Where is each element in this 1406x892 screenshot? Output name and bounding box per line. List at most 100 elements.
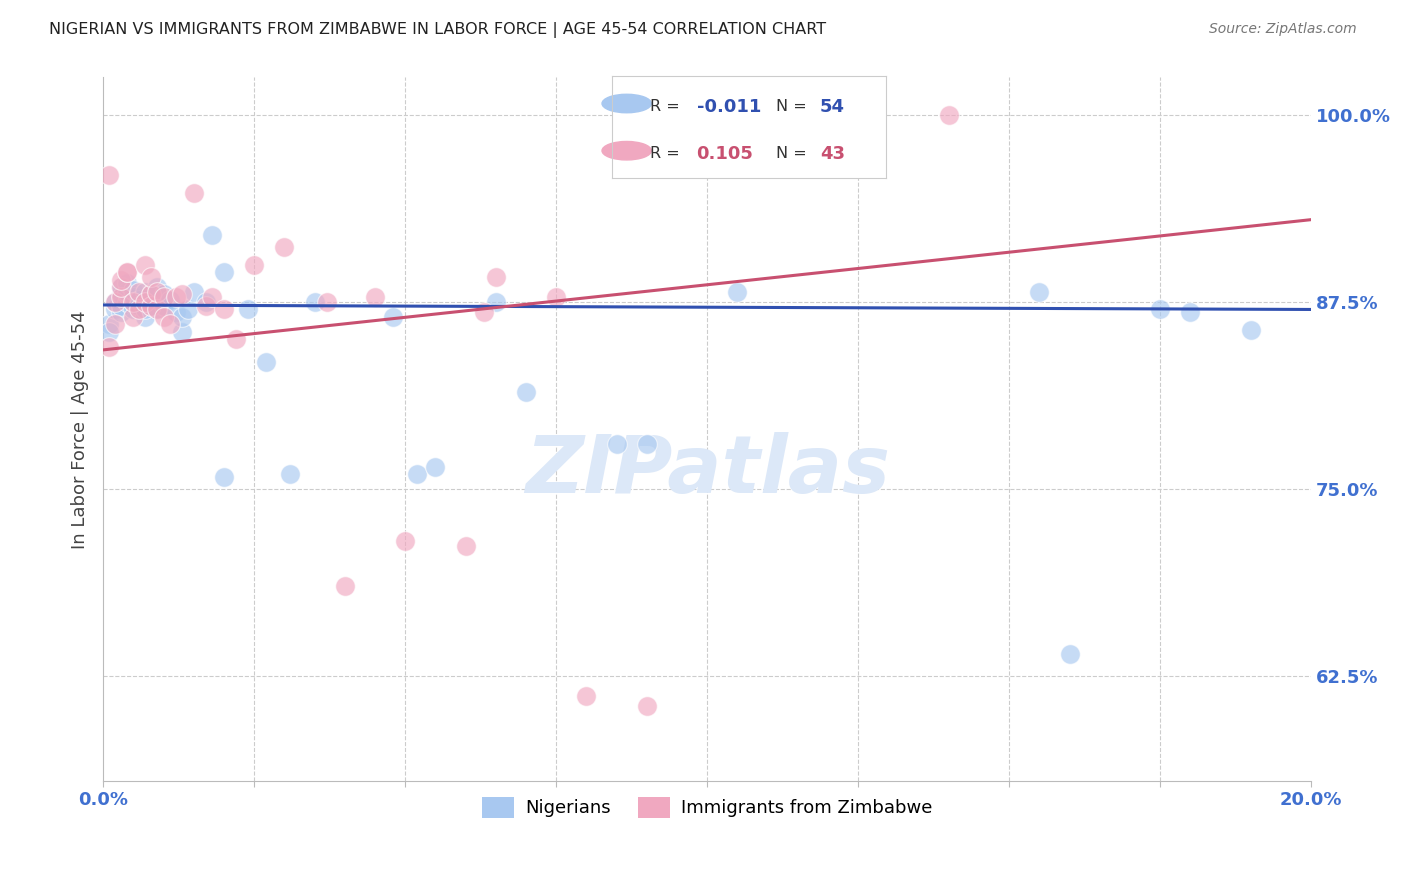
Point bbox=[134, 258, 156, 272]
Point bbox=[485, 269, 508, 284]
Point bbox=[122, 295, 145, 310]
Point bbox=[273, 239, 295, 253]
Point bbox=[141, 300, 163, 314]
Point bbox=[98, 325, 121, 339]
Point bbox=[128, 302, 150, 317]
Point bbox=[122, 295, 145, 310]
Point bbox=[472, 305, 495, 319]
Point bbox=[141, 269, 163, 284]
Point bbox=[315, 295, 337, 310]
Text: 54: 54 bbox=[820, 97, 845, 116]
Point bbox=[515, 384, 537, 399]
Point bbox=[117, 285, 139, 299]
Circle shape bbox=[602, 142, 651, 160]
Point bbox=[170, 310, 193, 324]
Point bbox=[212, 265, 235, 279]
Point bbox=[110, 300, 132, 314]
Point bbox=[225, 332, 247, 346]
Point bbox=[165, 291, 187, 305]
Point bbox=[938, 108, 960, 122]
Point bbox=[104, 295, 127, 310]
Point bbox=[110, 280, 132, 294]
Point bbox=[117, 295, 139, 310]
Point bbox=[128, 293, 150, 308]
Point bbox=[364, 291, 387, 305]
Point bbox=[146, 302, 169, 317]
Point bbox=[333, 579, 356, 593]
Text: NIGERIAN VS IMMIGRANTS FROM ZIMBABWE IN LABOR FORCE | AGE 45-54 CORRELATION CHAR: NIGERIAN VS IMMIGRANTS FROM ZIMBABWE IN … bbox=[49, 22, 827, 38]
Point bbox=[152, 310, 174, 324]
Point bbox=[636, 699, 658, 714]
Point bbox=[146, 302, 169, 317]
Y-axis label: In Labor Force | Age 45-54: In Labor Force | Age 45-54 bbox=[72, 310, 89, 549]
Point bbox=[110, 305, 132, 319]
Point bbox=[146, 285, 169, 299]
Point bbox=[159, 293, 181, 308]
Point bbox=[117, 265, 139, 279]
Point bbox=[141, 287, 163, 301]
Point bbox=[134, 285, 156, 299]
Point bbox=[575, 689, 598, 703]
Point bbox=[152, 300, 174, 314]
Point bbox=[128, 285, 150, 299]
Point bbox=[485, 295, 508, 310]
Point bbox=[1149, 302, 1171, 317]
Point bbox=[425, 459, 447, 474]
Point bbox=[122, 310, 145, 324]
Point bbox=[98, 340, 121, 354]
Point bbox=[117, 287, 139, 301]
Point bbox=[1180, 305, 1202, 319]
Point bbox=[194, 300, 217, 314]
Point bbox=[170, 287, 193, 301]
Point bbox=[606, 437, 628, 451]
Point bbox=[141, 287, 163, 301]
Point bbox=[152, 287, 174, 301]
Point bbox=[117, 276, 139, 290]
Point bbox=[454, 539, 477, 553]
Point bbox=[122, 302, 145, 317]
Point bbox=[236, 302, 259, 317]
Legend: Nigerians, Immigrants from Zimbabwe: Nigerians, Immigrants from Zimbabwe bbox=[475, 789, 939, 825]
Point bbox=[183, 285, 205, 299]
Point bbox=[104, 295, 127, 310]
Point bbox=[104, 318, 127, 332]
Point bbox=[406, 467, 429, 482]
Point bbox=[212, 470, 235, 484]
Point bbox=[382, 310, 405, 324]
Text: N =: N = bbox=[776, 146, 807, 161]
Point bbox=[146, 280, 169, 294]
Point bbox=[159, 318, 181, 332]
Point bbox=[122, 283, 145, 297]
Text: N =: N = bbox=[776, 99, 807, 114]
Point bbox=[110, 280, 132, 294]
Point bbox=[128, 300, 150, 314]
Text: -0.011: -0.011 bbox=[696, 97, 761, 116]
Text: Source: ZipAtlas.com: Source: ZipAtlas.com bbox=[1209, 22, 1357, 37]
Point bbox=[183, 186, 205, 200]
Point bbox=[1028, 285, 1050, 299]
Point bbox=[636, 437, 658, 451]
Point bbox=[394, 534, 416, 549]
Point bbox=[110, 272, 132, 286]
Point bbox=[280, 467, 302, 482]
Point bbox=[254, 355, 277, 369]
Text: R =: R = bbox=[650, 146, 679, 161]
Point bbox=[176, 302, 198, 317]
Point bbox=[98, 168, 121, 182]
Point bbox=[110, 287, 132, 301]
Point bbox=[165, 305, 187, 319]
Text: 43: 43 bbox=[820, 145, 845, 162]
Text: 0.105: 0.105 bbox=[696, 145, 754, 162]
Point bbox=[110, 291, 132, 305]
Point bbox=[104, 302, 127, 317]
Point bbox=[134, 302, 156, 317]
Point bbox=[134, 295, 156, 310]
Point bbox=[1059, 647, 1081, 661]
Text: ZIPatlas: ZIPatlas bbox=[524, 433, 890, 510]
Point bbox=[134, 310, 156, 324]
Point bbox=[98, 318, 121, 332]
Point bbox=[212, 302, 235, 317]
Text: R =: R = bbox=[650, 99, 679, 114]
Point bbox=[201, 227, 224, 242]
Point bbox=[170, 325, 193, 339]
